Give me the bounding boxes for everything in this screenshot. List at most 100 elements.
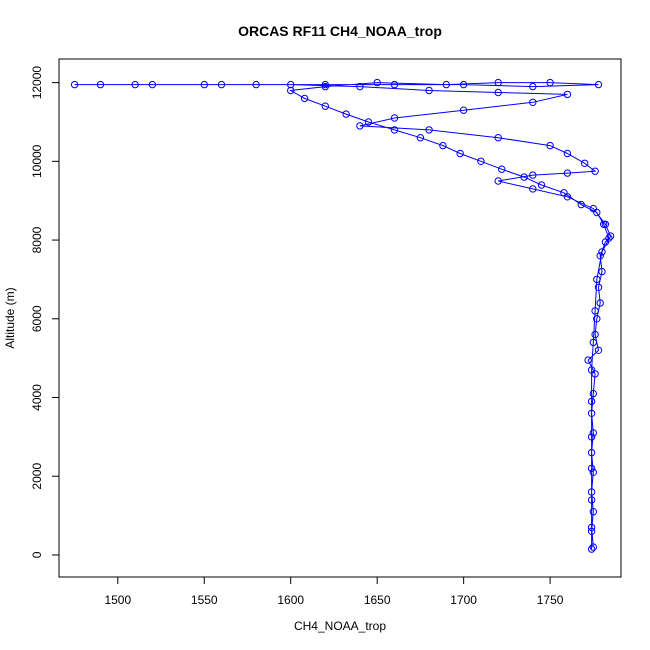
series-line bbox=[74, 82, 612, 550]
y-axis-label: Altitude (m) bbox=[3, 287, 17, 348]
data-point bbox=[606, 232, 615, 240]
data-point bbox=[96, 80, 105, 89]
data-point bbox=[589, 468, 597, 476]
data-point bbox=[598, 267, 606, 276]
data-point bbox=[587, 366, 596, 374]
data-point bbox=[589, 389, 597, 398]
data-point bbox=[587, 397, 596, 406]
data-point bbox=[477, 157, 485, 166]
data-point bbox=[591, 167, 599, 175]
data-point bbox=[594, 283, 603, 291]
data-point bbox=[529, 171, 537, 179]
data-point bbox=[594, 80, 603, 89]
data-point bbox=[300, 94, 309, 103]
y-tick-label: 10000 bbox=[30, 144, 44, 178]
y-axis: 0 2000 4000 6000 8000 10000 12000 bbox=[30, 66, 60, 558]
y-tick-label: 12000 bbox=[30, 66, 44, 100]
data-point bbox=[584, 356, 592, 364]
chart-title: ORCAS RF11 CH4_NOAA_trop bbox=[238, 23, 442, 39]
data-point bbox=[459, 80, 468, 89]
data-point bbox=[589, 508, 597, 516]
data-point bbox=[390, 114, 399, 122]
data-point bbox=[601, 220, 610, 229]
y-tick-label: 6000 bbox=[30, 305, 44, 332]
data-point bbox=[546, 78, 554, 87]
data-point bbox=[593, 315, 601, 323]
data-point bbox=[321, 102, 329, 110]
x-tick-label: 1550 bbox=[191, 593, 218, 607]
data-point bbox=[494, 88, 502, 97]
data-point bbox=[529, 82, 537, 91]
y-tick-label: 2000 bbox=[30, 463, 44, 490]
data-point bbox=[587, 409, 596, 417]
data-point bbox=[131, 80, 139, 89]
data-point bbox=[589, 204, 597, 213]
data-point bbox=[587, 496, 596, 504]
data-point bbox=[342, 110, 350, 118]
data-point bbox=[587, 545, 596, 553]
data-point bbox=[591, 330, 599, 339]
data-point bbox=[498, 165, 506, 173]
data-point bbox=[589, 338, 597, 347]
data-point bbox=[589, 543, 597, 551]
data-point bbox=[605, 234, 613, 242]
data-point bbox=[494, 134, 502, 142]
data-point bbox=[591, 307, 599, 315]
data-point bbox=[217, 80, 226, 89]
data-point bbox=[594, 346, 603, 354]
x-tick-label: 1600 bbox=[277, 593, 304, 607]
data-point bbox=[390, 126, 399, 134]
data-point bbox=[148, 80, 157, 89]
data-point bbox=[494, 78, 502, 87]
data-point bbox=[390, 80, 399, 89]
data-point bbox=[494, 177, 502, 185]
data-point bbox=[520, 173, 528, 181]
y-tick-label: 4000 bbox=[30, 384, 44, 411]
data-point bbox=[321, 82, 329, 91]
data-point bbox=[529, 98, 537, 107]
data-point bbox=[70, 80, 79, 89]
x-tick-label: 1700 bbox=[450, 593, 477, 607]
data-point bbox=[200, 80, 209, 89]
data-point bbox=[593, 275, 601, 284]
x-axis-label: CH4_NOAA_trop bbox=[294, 619, 386, 633]
data-point bbox=[425, 126, 433, 134]
y-tick-label: 0 bbox=[30, 551, 44, 558]
data-point bbox=[587, 523, 596, 532]
data-point bbox=[439, 141, 447, 150]
data-point bbox=[356, 122, 364, 130]
data-point bbox=[587, 464, 596, 473]
data-point bbox=[581, 159, 589, 168]
x-axis: 1500 1550 1600 1650 1700 1750 bbox=[104, 576, 564, 607]
data-point bbox=[442, 80, 450, 89]
x-tick-label: 1750 bbox=[537, 593, 564, 607]
data-point bbox=[416, 134, 425, 142]
data-point bbox=[252, 80, 260, 89]
data-point bbox=[563, 90, 572, 99]
data-point bbox=[587, 527, 596, 535]
data-point bbox=[596, 252, 604, 260]
data-point bbox=[456, 149, 464, 158]
data-point bbox=[563, 169, 572, 177]
data-point bbox=[587, 448, 596, 457]
data-point bbox=[589, 429, 597, 437]
series-layer bbox=[70, 78, 615, 553]
data-point bbox=[287, 80, 295, 89]
data-point bbox=[425, 86, 433, 95]
y-tick-label: 8000 bbox=[30, 226, 44, 253]
data-point bbox=[459, 106, 468, 114]
data-point bbox=[373, 78, 381, 87]
data-point bbox=[356, 82, 364, 91]
data-point bbox=[563, 149, 572, 158]
plot-frame bbox=[58, 58, 622, 578]
data-point bbox=[537, 181, 546, 189]
data-point bbox=[321, 80, 329, 89]
data-point bbox=[587, 433, 596, 441]
data-point bbox=[577, 200, 585, 209]
x-tick-label: 1500 bbox=[104, 593, 131, 607]
data-point bbox=[529, 185, 537, 193]
data-point bbox=[546, 141, 554, 150]
x-tick-label: 1650 bbox=[364, 593, 391, 607]
data-point bbox=[587, 488, 596, 496]
